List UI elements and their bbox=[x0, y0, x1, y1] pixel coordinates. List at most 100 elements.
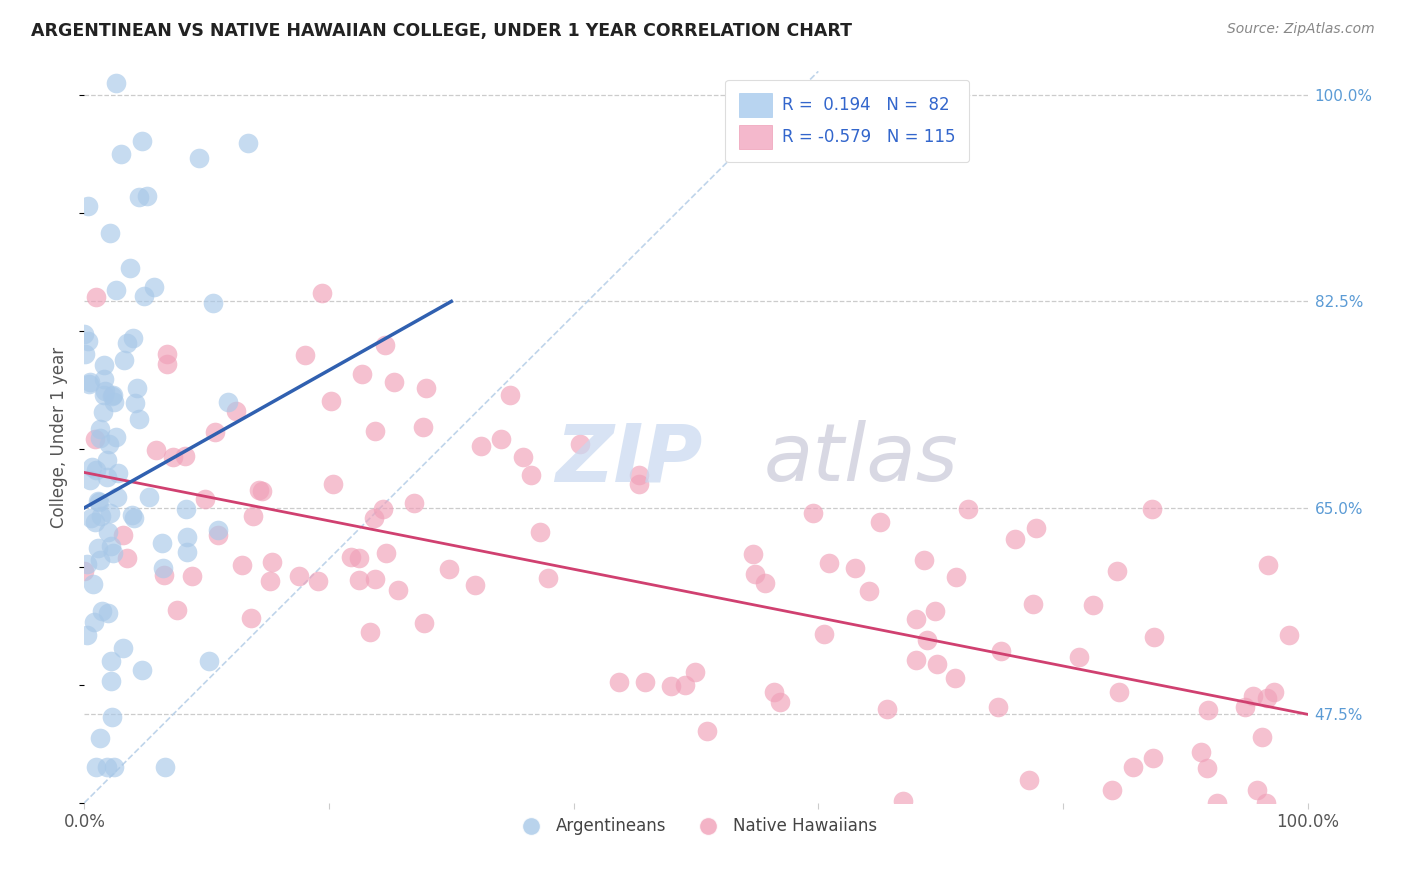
Native Hawaiians bbox=[349, 550, 371, 565]
Argentineans bbox=[120, 260, 142, 275]
Native Hawaiians bbox=[813, 626, 835, 640]
Native Hawaiians bbox=[364, 572, 387, 586]
Argentineans bbox=[176, 545, 198, 559]
Argentineans bbox=[96, 452, 118, 467]
Argentineans bbox=[98, 436, 121, 450]
Native Hawaiians bbox=[498, 388, 520, 402]
Native Hawaiians bbox=[363, 511, 385, 525]
Argentineans bbox=[84, 463, 107, 477]
Native Hawaiians bbox=[156, 347, 179, 361]
Native Hawaiians bbox=[987, 700, 1010, 714]
Native Hawaiians bbox=[1234, 700, 1257, 714]
Argentineans bbox=[103, 395, 125, 409]
Argentineans bbox=[107, 466, 129, 480]
Argentineans bbox=[153, 760, 176, 774]
Native Hawaiians bbox=[1197, 703, 1219, 717]
Native Hawaiians bbox=[288, 569, 311, 583]
Native Hawaiians bbox=[156, 357, 179, 371]
Argentineans bbox=[197, 654, 219, 668]
Native Hawaiians bbox=[801, 506, 824, 520]
Native Hawaiians bbox=[754, 576, 776, 591]
Native Hawaiians bbox=[250, 484, 273, 499]
Native Hawaiians bbox=[943, 672, 966, 686]
Native Hawaiians bbox=[683, 665, 706, 679]
Native Hawaiians bbox=[1257, 558, 1279, 572]
Native Hawaiians bbox=[322, 477, 344, 491]
Native Hawaiians bbox=[166, 603, 188, 617]
Argentineans bbox=[100, 654, 122, 668]
Native Hawaiians bbox=[181, 568, 204, 582]
Native Hawaiians bbox=[1254, 796, 1277, 810]
Native Hawaiians bbox=[307, 574, 329, 589]
Argentineans bbox=[90, 508, 112, 523]
Argentineans bbox=[100, 673, 122, 688]
Argentineans bbox=[112, 353, 135, 368]
Native Hawaiians bbox=[912, 553, 935, 567]
Native Hawaiians bbox=[402, 496, 425, 510]
Native Hawaiians bbox=[1251, 730, 1274, 744]
Argentineans bbox=[87, 494, 110, 508]
Native Hawaiians bbox=[628, 467, 651, 482]
Native Hawaiians bbox=[1108, 684, 1130, 698]
Native Hawaiians bbox=[242, 509, 264, 524]
Native Hawaiians bbox=[439, 561, 461, 575]
Native Hawaiians bbox=[347, 573, 370, 587]
Argentineans bbox=[176, 530, 198, 544]
Native Hawaiians bbox=[340, 549, 363, 564]
Native Hawaiians bbox=[1206, 796, 1229, 810]
Legend: Argentineans, Native Hawaiians: Argentineans, Native Hawaiians bbox=[508, 811, 884, 842]
Native Hawaiians bbox=[1189, 746, 1212, 760]
Native Hawaiians bbox=[742, 547, 765, 561]
Native Hawaiians bbox=[876, 701, 898, 715]
Native Hawaiians bbox=[769, 695, 792, 709]
Argentineans bbox=[128, 190, 150, 204]
Argentineans bbox=[100, 389, 122, 403]
Argentineans bbox=[131, 663, 153, 677]
Native Hawaiians bbox=[905, 653, 928, 667]
Argentineans bbox=[101, 710, 124, 724]
Argentineans bbox=[110, 147, 132, 161]
Argentineans bbox=[89, 432, 111, 446]
Argentineans bbox=[89, 731, 111, 746]
Native Hawaiians bbox=[373, 502, 395, 516]
Native Hawaiians bbox=[990, 644, 1012, 658]
Argentineans bbox=[82, 459, 104, 474]
Native Hawaiians bbox=[1101, 783, 1123, 797]
Native Hawaiians bbox=[262, 555, 284, 569]
Native Hawaiians bbox=[194, 491, 217, 506]
Argentineans bbox=[77, 377, 100, 392]
Native Hawaiians bbox=[945, 570, 967, 584]
Argentineans bbox=[79, 376, 101, 390]
Native Hawaiians bbox=[1081, 598, 1104, 612]
Argentineans bbox=[93, 358, 115, 372]
Argentineans bbox=[132, 289, 155, 303]
Argentineans bbox=[143, 280, 166, 294]
Argentineans bbox=[100, 539, 122, 553]
Argentineans bbox=[83, 615, 105, 629]
Argentineans bbox=[217, 394, 239, 409]
Argentineans bbox=[201, 296, 224, 310]
Native Hawaiians bbox=[294, 348, 316, 362]
Native Hawaiians bbox=[529, 524, 551, 539]
Argentineans bbox=[105, 76, 128, 90]
Native Hawaiians bbox=[319, 394, 342, 409]
Argentineans bbox=[117, 336, 139, 351]
Native Hawaiians bbox=[204, 425, 226, 440]
Native Hawaiians bbox=[744, 566, 766, 581]
Native Hawaiians bbox=[1107, 565, 1129, 579]
Native Hawaiians bbox=[112, 528, 135, 542]
Native Hawaiians bbox=[519, 468, 541, 483]
Argentineans bbox=[94, 384, 117, 398]
Native Hawaiians bbox=[231, 558, 253, 572]
Argentineans bbox=[96, 760, 118, 774]
Native Hawaiians bbox=[375, 546, 398, 560]
Native Hawaiians bbox=[84, 433, 107, 447]
Text: ARGENTINEAN VS NATIVE HAWAIIAN COLLEGE, UNDER 1 YEAR CORRELATION CHART: ARGENTINEAN VS NATIVE HAWAIIAN COLLEGE, … bbox=[31, 22, 852, 40]
Native Hawaiians bbox=[415, 381, 437, 395]
Native Hawaiians bbox=[1278, 628, 1301, 642]
Native Hawaiians bbox=[891, 794, 914, 808]
Native Hawaiians bbox=[145, 442, 167, 457]
Argentineans bbox=[103, 760, 125, 774]
Native Hawaiians bbox=[1143, 630, 1166, 644]
Native Hawaiians bbox=[569, 437, 592, 451]
